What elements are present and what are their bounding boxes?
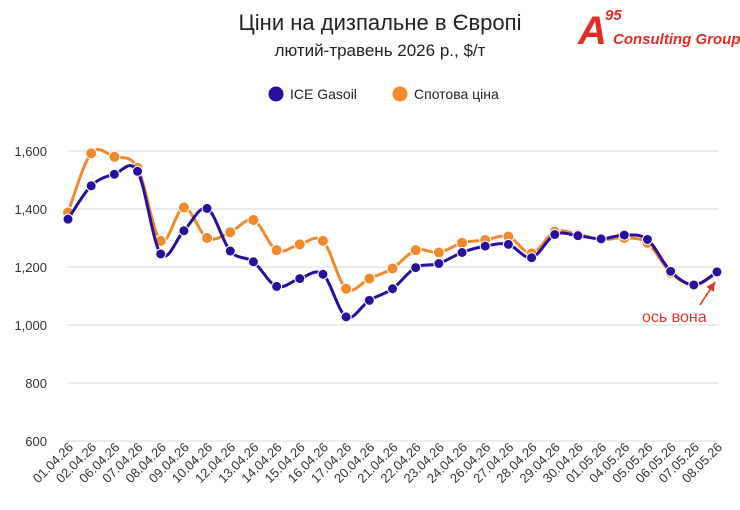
point-ice-gasoil <box>271 280 283 292</box>
point-ice-gasoil <box>410 262 422 274</box>
grid <box>68 150 718 442</box>
point-ice-gasoil <box>62 213 74 225</box>
point-ice-gasoil <box>711 266 723 278</box>
point-ice-gasoil <box>132 165 144 177</box>
point-spot-price <box>432 246 445 259</box>
y-tick-label: 1,000 <box>14 318 47 333</box>
point-ice-gasoil <box>549 229 561 241</box>
legend-marker-ice-gasoil <box>268 86 284 102</box>
annotation-text: ось вона <box>642 309 707 326</box>
point-ice-gasoil <box>641 233 653 245</box>
logo-text: Consulting Group <box>613 31 740 48</box>
point-ice-gasoil <box>688 279 700 291</box>
legend-label-ice-gasoil: ICE Gasoil <box>290 86 357 102</box>
point-ice-gasoil <box>595 233 607 245</box>
point-ice-gasoil <box>340 311 352 323</box>
point-ice-gasoil <box>85 180 97 192</box>
point-spot-price <box>363 272 376 285</box>
y-tick-label: 1,600 <box>14 144 47 159</box>
point-spot-price <box>85 147 98 160</box>
point-ice-gasoil <box>456 247 468 258</box>
legend: ICE Gasoil Спотова ціна <box>268 86 499 102</box>
logo-letter: A <box>577 9 607 53</box>
point-ice-gasoil <box>178 225 190 237</box>
point-ice-gasoil <box>572 230 584 242</box>
point-spot-price <box>293 238 306 251</box>
point-spot-price <box>270 244 283 257</box>
y-axis: 600 800 1,000 1,200 1,400 1,600 <box>14 144 47 449</box>
point-spot-price <box>340 282 353 295</box>
point-ice-gasoil <box>526 252 538 264</box>
point-spot-price <box>177 201 190 214</box>
point-spot-price <box>316 234 329 247</box>
point-ice-gasoil <box>479 240 491 252</box>
annotation-arrow-head <box>706 281 715 292</box>
point-ice-gasoil <box>502 238 514 250</box>
point-ice-gasoil <box>363 294 375 306</box>
legend-label-spot-price: Спотова ціна <box>414 86 499 102</box>
point-ice-gasoil <box>294 273 306 285</box>
point-ice-gasoil <box>317 268 329 280</box>
consulting-group-logo: A 95 Consulting Group <box>577 7 740 53</box>
point-ice-gasoil <box>224 245 236 257</box>
chart-subtitle: лютий-травень 2026 р., $/т <box>275 41 486 60</box>
y-tick-label: 1,400 <box>14 202 47 217</box>
point-ice-gasoil <box>433 258 445 270</box>
point-spot-price <box>108 150 121 163</box>
point-ice-gasoil <box>665 265 677 277</box>
y-tick-label: 600 <box>25 434 47 449</box>
series-layer <box>62 147 723 323</box>
point-spot-price <box>247 214 260 227</box>
point-ice-gasoil <box>108 168 120 180</box>
point-spot-price <box>386 262 399 275</box>
y-tick-label: 1,200 <box>14 260 47 275</box>
logo-superscript: 95 <box>605 7 622 24</box>
chart-title: Ціни на дизпальне в Європі <box>239 10 522 35</box>
point-spot-price <box>456 236 469 249</box>
point-spot-price <box>409 244 422 257</box>
x-axis: 01.04.2602.04.2606.04.2607.04.2608.04.26… <box>30 440 725 486</box>
point-ice-gasoil <box>387 283 398 295</box>
y-tick-label: 800 <box>25 376 47 391</box>
point-ice-gasoil <box>618 229 630 241</box>
legend-marker-spot-price <box>392 86 408 102</box>
point-spot-price <box>201 232 214 244</box>
point-ice-gasoil <box>155 248 167 260</box>
point-ice-gasoil <box>201 202 213 214</box>
point-ice-gasoil <box>247 256 259 268</box>
point-spot-price <box>224 226 237 239</box>
annotation: ось вона <box>642 281 716 326</box>
